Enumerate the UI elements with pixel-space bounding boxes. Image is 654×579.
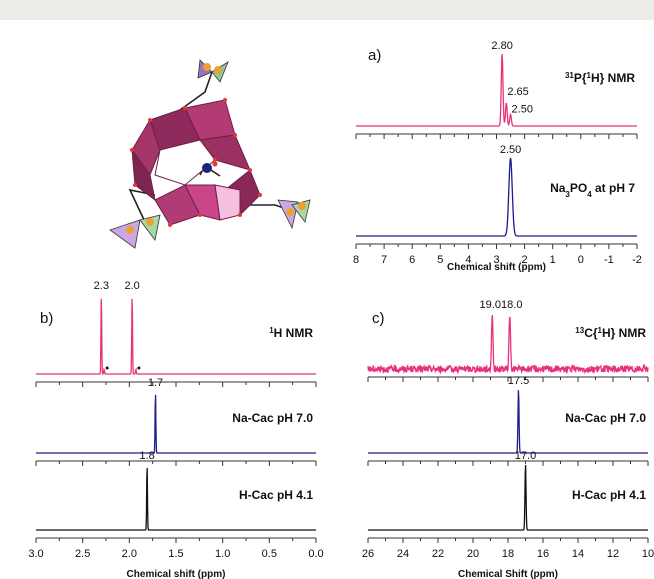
impurity-marker	[105, 366, 109, 370]
spectrum-title: 1H NMR	[269, 326, 313, 341]
spectrum-trace	[368, 390, 648, 454]
spectrum-title: Na3PO4 at pH 7	[550, 181, 635, 199]
spectrum-title: H-Cac pH 4.1	[239, 488, 313, 502]
spectrum-trace	[36, 298, 316, 375]
x-tick-label: 10	[642, 548, 654, 560]
panel-b: b) 2.3 2.0 1H NMR 1.7 Na-Cac pH 7.0 1.8 H-Cac p…	[28, 280, 323, 579]
spectrum-trace	[356, 157, 637, 237]
x-tick-label: 3	[493, 254, 499, 266]
peak-label: 2.3	[94, 280, 109, 292]
x-axis-title: Chemical shift (ppm)	[447, 262, 546, 273]
x-tick-label: 1	[550, 254, 556, 266]
peak-label: 18.0	[501, 299, 522, 311]
x-tick-label: 2.5	[75, 548, 90, 560]
panel-label: b)	[40, 310, 53, 327]
spectrum-title: Na-Cac pH 7.0	[565, 411, 646, 425]
x-tick-label: 0.0	[308, 548, 323, 560]
polyoxometalate-structure-icon	[109, 59, 311, 249]
x-tick-label: 22	[432, 548, 444, 560]
spectrum-trace	[367, 315, 649, 375]
peak-label: 17.0	[515, 450, 536, 462]
x-axis-title: Chemical shift (ppm)	[127, 569, 226, 579]
x-tick-label: 18	[502, 548, 514, 560]
x-tick-label: 26	[362, 548, 374, 560]
x-tick-label: 2	[522, 254, 528, 266]
x-tick-label: 12	[607, 548, 619, 560]
panel-label: a)	[368, 47, 381, 64]
spectrum-trace	[356, 53, 637, 127]
spectrum-title: 31P{1H} NMR	[565, 71, 635, 86]
x-tick-label: -1	[604, 254, 614, 266]
x-tick-label: -2	[632, 254, 642, 266]
x-tick-label: 1.0	[215, 548, 230, 560]
spectrum-title: Na-Cac pH 7.0	[232, 411, 313, 425]
x-tick-label: 3.0	[28, 548, 43, 560]
x-tick-label: 5	[437, 254, 443, 266]
x-tick-label: 8	[353, 254, 359, 266]
spectrum-title: 13C{1H} NMR	[575, 326, 646, 341]
x-tick-label: 14	[572, 548, 584, 560]
peak-label: 1.7	[148, 377, 163, 389]
x-tick-label: 4	[465, 254, 471, 266]
x-tick-label: 16	[537, 548, 549, 560]
x-tick-label: 20	[467, 548, 479, 560]
peak-label: 2.50	[500, 144, 521, 156]
x-tick-label: 1.5	[168, 548, 183, 560]
x-tick-label: 6	[409, 254, 415, 266]
peak-label: 2.65	[507, 86, 528, 98]
peak-label: 1.8	[139, 450, 154, 462]
panel-label: c)	[372, 310, 385, 327]
peak-label: 19.0	[480, 299, 501, 311]
spectrum-trace	[36, 394, 316, 454]
x-tick-label: 7	[381, 254, 387, 266]
x-axis-title: Chemical Shift (ppm)	[458, 569, 558, 579]
spectrum-title: H-Cac pH 4.1	[572, 488, 646, 502]
peak-label: 17.5	[508, 375, 529, 387]
panel-c: c) 19.0 18.0 13C{1H} NMR 17.5 Na-Cac pH 7.0 17…	[362, 299, 654, 579]
peak-label: 2.0	[124, 280, 139, 292]
spectrum-trace	[36, 468, 316, 531]
peak-label: 2.50	[512, 103, 533, 115]
impurity-marker	[137, 366, 141, 370]
panel-a: a) 2.80 2.65 2.50 31P{1H} NMR 2.50 Na3PO4 at p…	[353, 40, 642, 273]
x-tick-label: 0	[578, 254, 584, 266]
header-strip	[0, 0, 654, 20]
spectrum-trace	[368, 465, 648, 531]
x-tick-label: 0.5	[262, 548, 277, 560]
x-tick-label: 2.0	[122, 548, 137, 560]
x-tick-label: 24	[397, 548, 409, 560]
peak-label: 2.80	[491, 40, 512, 52]
